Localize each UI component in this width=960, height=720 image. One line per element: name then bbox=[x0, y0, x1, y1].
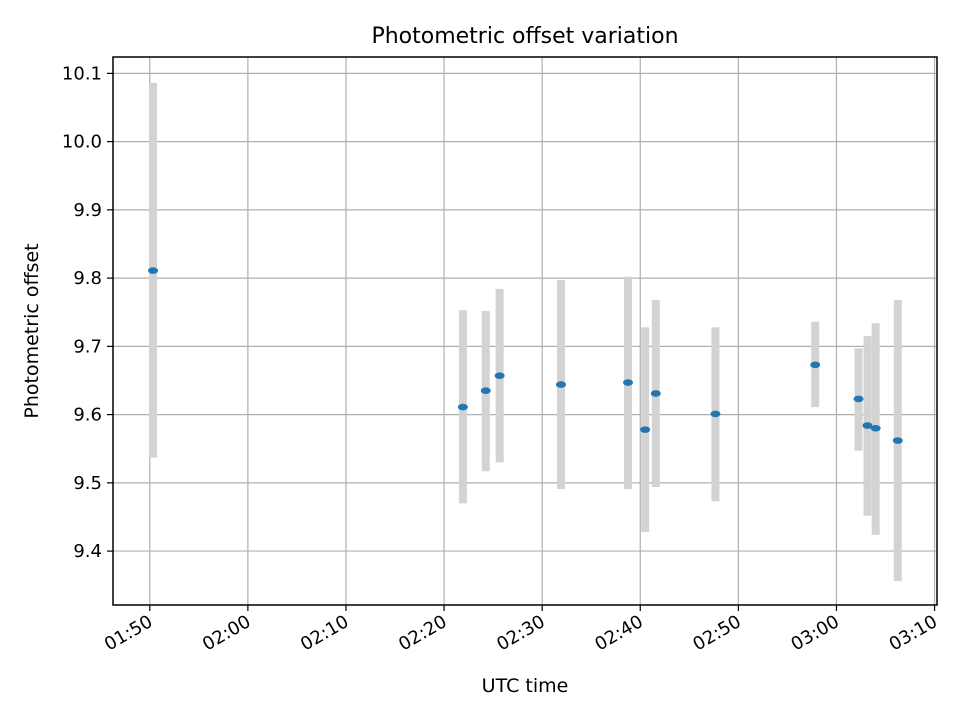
data-point bbox=[494, 372, 505, 379]
data-point bbox=[640, 426, 651, 433]
data-point bbox=[870, 424, 881, 432]
y-axis-label: Photometric offset bbox=[21, 243, 43, 418]
data-point bbox=[623, 379, 633, 386]
plot-frame bbox=[112, 56, 938, 606]
data-point bbox=[853, 395, 864, 403]
data-point bbox=[555, 381, 566, 388]
grid bbox=[113, 57, 937, 605]
y-tick-label: 9.7 bbox=[73, 336, 102, 357]
y-tick-label: 10.1 bbox=[62, 63, 102, 84]
y-tick-label: 9.6 bbox=[73, 405, 102, 426]
y-tick-label: 9.5 bbox=[73, 473, 102, 494]
data-point bbox=[862, 422, 873, 429]
y-tick-label: 10.0 bbox=[62, 132, 102, 153]
data-point bbox=[892, 437, 903, 444]
data-point bbox=[650, 390, 661, 397]
data-point bbox=[148, 267, 159, 274]
data-point bbox=[710, 410, 721, 418]
x-axis-label: UTC time bbox=[482, 675, 569, 697]
y-tick-label: 9.9 bbox=[73, 200, 102, 221]
data-point bbox=[457, 403, 468, 411]
data-point bbox=[810, 361, 821, 369]
data-points bbox=[148, 267, 903, 444]
y-tick-label: 9.4 bbox=[73, 541, 102, 562]
data-point bbox=[480, 387, 491, 395]
y-tick-label: 9.8 bbox=[73, 268, 102, 289]
chart-title: Photometric offset variation bbox=[371, 24, 678, 49]
